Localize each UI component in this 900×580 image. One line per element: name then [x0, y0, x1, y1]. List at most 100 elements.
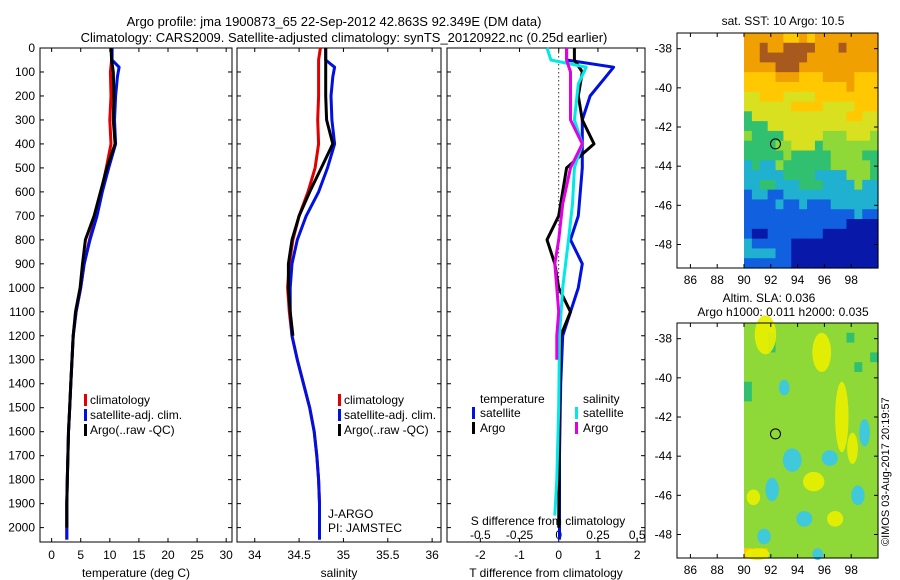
- map-cell: [775, 248, 785, 259]
- map-cell: [783, 548, 792, 559]
- map-cell: [783, 479, 792, 491]
- series-line-satellite: [558, 48, 616, 540]
- map-cell: [775, 323, 785, 334]
- map-cell: [862, 209, 871, 220]
- map-cell: [799, 238, 808, 250]
- map-cell: [751, 381, 761, 393]
- map-cell: [838, 228, 848, 240]
- map-cell: [775, 342, 785, 353]
- map-cell: [759, 489, 769, 500]
- map-cell: [783, 411, 792, 422]
- x-tick-label: 1: [595, 548, 602, 562]
- salinity-series: [286, 47, 337, 540]
- depth-tick-label: 2000: [8, 521, 35, 535]
- map-cell: [791, 371, 800, 383]
- map-cell: [846, 362, 855, 373]
- map-cell: [744, 140, 753, 152]
- map-cell: [846, 170, 855, 181]
- map-cell: [814, 170, 824, 181]
- map-cell: [783, 72, 792, 83]
- sla-map-panel: Altim. SLA: 0.036 Argo h1000: 0.011 h200…: [655, 291, 879, 577]
- map-cell: [862, 248, 871, 259]
- map-cell: [751, 121, 761, 132]
- map-cell: [854, 248, 863, 259]
- map-cell: [744, 91, 753, 103]
- map-cell: [791, 72, 800, 83]
- map-cell: [822, 528, 832, 540]
- map-cell: [751, 42, 761, 54]
- map-cell: [870, 440, 879, 451]
- map-cell: [862, 111, 871, 122]
- map-cell: [791, 130, 800, 142]
- x-tick-label: 0: [555, 548, 562, 562]
- map-cell: [830, 209, 840, 220]
- map-cell: [744, 509, 753, 520]
- map-cell: [838, 460, 848, 471]
- map-cell: [791, 81, 800, 93]
- map-cell: [862, 91, 871, 103]
- map-cell: [862, 228, 871, 240]
- map-cell: [838, 150, 848, 161]
- map-cell: [870, 199, 879, 210]
- map-cell: [759, 52, 769, 63]
- map-cell: [791, 140, 800, 152]
- depth-axis-ticks: 0 100 200 300 400 500 600 700 800 900 1000 1100 1200…: [8, 41, 232, 535]
- map-cell: [759, 401, 769, 412]
- s-diff-tick-label: 0.25: [586, 528, 610, 542]
- map-cell: [807, 430, 816, 442]
- map-cell: [759, 450, 769, 461]
- map-cell: [854, 121, 863, 132]
- map-cell: [822, 248, 832, 259]
- map-cell: [830, 228, 840, 240]
- lat-tick-label: -42: [655, 120, 673, 134]
- map-cell: [854, 460, 863, 471]
- map-cell: [838, 332, 848, 344]
- x-tick-label: 34.5: [287, 548, 311, 562]
- map-cell: [870, 362, 879, 373]
- map-cell: [791, 179, 800, 191]
- map-cell: [870, 323, 879, 334]
- legend-label-satellite: satellite-adj. clim.: [344, 408, 436, 422]
- map-cell: [799, 479, 808, 491]
- series-line-argo_salinity: [553, 48, 584, 360]
- map-cell: [759, 150, 769, 161]
- map-cell: [830, 411, 840, 422]
- map-cell: [744, 189, 753, 201]
- map-cell: [838, 189, 848, 201]
- map-cell: [870, 411, 879, 422]
- map-cell: [870, 130, 879, 142]
- map-cell: [854, 518, 863, 530]
- map-cell: [783, 499, 792, 510]
- map-cell: [759, 518, 769, 530]
- map-cell: [830, 352, 840, 363]
- map-cell: [822, 401, 832, 412]
- map-cell: [846, 209, 855, 220]
- map-cell: [854, 362, 863, 373]
- map-cell: [822, 381, 832, 393]
- map-cell: [814, 219, 824, 230]
- map-cell: [838, 342, 848, 353]
- map-cell: [807, 150, 816, 161]
- map-cell: [799, 72, 808, 83]
- anomaly-blob: [754, 315, 777, 355]
- map-cell: [783, 91, 792, 103]
- map-cell: [767, 121, 777, 132]
- temperature-xlabel: temperature (deg C): [82, 566, 190, 580]
- map-cell: [846, 111, 855, 122]
- lon-tick-label: 90: [737, 563, 751, 577]
- map-cell: [791, 52, 800, 63]
- map-cell: [799, 160, 808, 171]
- map-cell: [862, 332, 871, 344]
- map-cell: [791, 411, 800, 422]
- map-cell: [744, 238, 753, 250]
- map-cell: [870, 450, 879, 461]
- map-cell: [759, 189, 769, 201]
- map-cell: [767, 371, 777, 383]
- map-cell: [775, 538, 785, 549]
- map-cell: [846, 228, 855, 240]
- map-cell: [767, 469, 777, 481]
- sla-map-title: Altim. SLA: 0.036: [723, 291, 816, 305]
- map-cell: [814, 228, 824, 240]
- map-cell: [799, 548, 808, 559]
- anomaly-blob: [812, 548, 824, 560]
